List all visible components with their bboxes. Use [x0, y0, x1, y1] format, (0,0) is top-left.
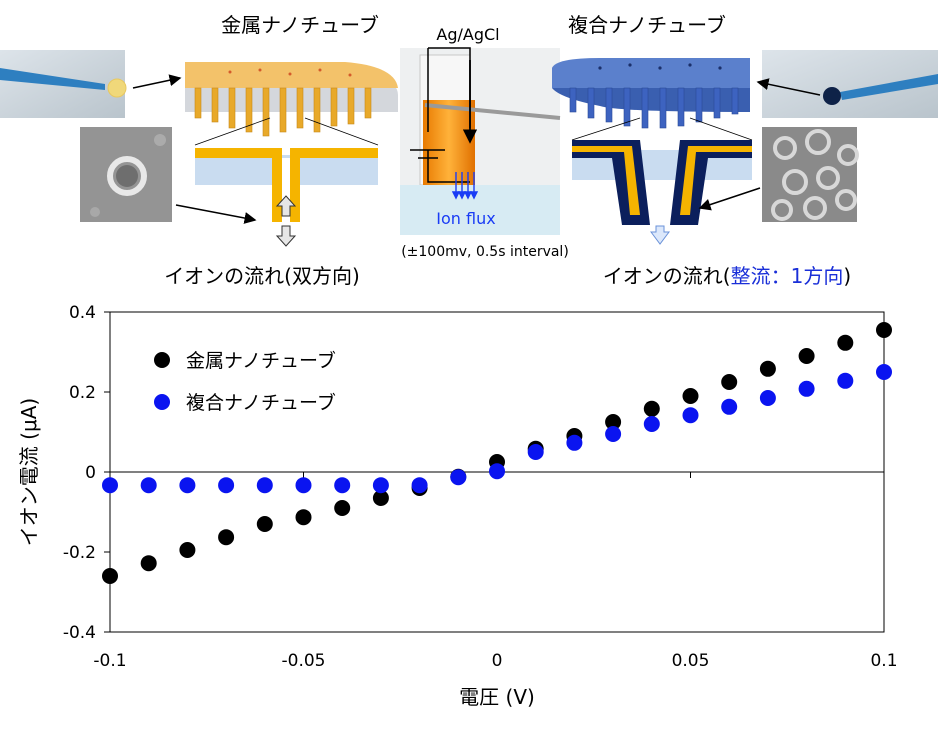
metal-sample-photo — [0, 50, 127, 118]
y-tick-label: 0 — [85, 463, 96, 483]
composite-point — [450, 469, 467, 486]
legend-label: 複合ナノチューブ — [186, 391, 336, 414]
metal-point — [218, 529, 235, 546]
arrow-sem-to-composite-pore — [698, 187, 761, 211]
composite-sem-image — [762, 127, 859, 222]
electrode-label: Ag/AgCl — [436, 25, 499, 44]
composite-point — [798, 380, 815, 397]
vial-photo — [400, 47, 561, 235]
data-points — [102, 322, 892, 584]
flow-bidirectional-caption: イオンの流れ(双方向) — [164, 264, 360, 288]
legend-marker — [154, 394, 170, 410]
y-tick-label: 0.2 — [69, 383, 96, 403]
composite-sample-photo — [762, 50, 938, 118]
composite-point — [140, 477, 157, 494]
x-tick-label: -0.05 — [282, 651, 326, 671]
composite-point — [605, 426, 622, 442]
ion-flux-label: Ion flux — [436, 209, 495, 228]
composite-point — [527, 444, 544, 460]
legend-label: 金属ナノチューブ — [186, 349, 336, 372]
x-tick-label: 0 — [492, 651, 503, 671]
composite-point — [489, 463, 505, 480]
metal-point — [798, 348, 815, 364]
metal-pore-cross-section — [194, 117, 379, 247]
composite-point — [218, 477, 235, 494]
metal-point — [256, 516, 273, 532]
metal-point — [682, 388, 699, 404]
flow-rectified-caption: イオンの流れ(整流：1方向) — [603, 264, 851, 288]
metal-sem-image — [80, 127, 172, 222]
schematic: 金属ナノチューブ Ag/AgCl Ion flux (±100mv, 0.5 — [0, 13, 938, 288]
y-tick-label: -0.4 — [63, 623, 96, 643]
legend-marker — [154, 352, 170, 368]
x-axis-ticks: -0.1 -0.05 0 0.05 0.1 — [93, 472, 898, 671]
metal-point — [140, 555, 157, 572]
composite-point — [295, 477, 312, 494]
metal-point — [837, 334, 854, 351]
metal-point — [295, 509, 312, 526]
composite-point — [256, 477, 273, 494]
composite-point — [334, 477, 351, 494]
composite-point — [837, 372, 854, 389]
composite-point — [759, 390, 776, 406]
x-axis-label: 電圧 (V) — [459, 685, 535, 709]
arrow-sem-to-pore — [175, 204, 257, 224]
composite-point — [179, 477, 196, 494]
metal-point — [876, 322, 892, 338]
composite-point — [721, 398, 738, 415]
x-tick-label: 0.1 — [870, 651, 897, 671]
flow-rect-suffix: ) — [843, 264, 851, 288]
composite-title: 複合ナノチューブ — [568, 13, 726, 37]
metal-point — [721, 374, 738, 390]
flow-rect-highlight: 整流：1方向 — [731, 264, 844, 288]
y-axis-label: イオン電流 (μA) — [17, 398, 41, 546]
x-tick-label: 0.05 — [672, 651, 710, 671]
composite-membrane-3d — [552, 58, 750, 129]
composite-point — [372, 477, 389, 494]
composite-pore-cross-section — [571, 117, 753, 245]
condition-label: (±100mv, 0.5s interval) — [401, 244, 569, 260]
metal-point — [372, 490, 389, 506]
composite-point — [411, 477, 428, 494]
metal-point — [102, 568, 118, 584]
metal-point — [643, 400, 660, 417]
metal-point — [179, 542, 196, 558]
composite-point — [566, 434, 583, 451]
composite-point — [643, 416, 660, 432]
metal-membrane-3d — [185, 62, 398, 137]
composite-point — [682, 407, 699, 424]
arrow-photo-to-metal-membrane — [132, 74, 182, 89]
y-axis-ticks: -0.4 -0.2 0 0.2 0.4 — [63, 303, 110, 643]
y-tick-label: -0.2 — [63, 543, 96, 563]
flow-rect-prefix: イオンの流れ( — [603, 264, 731, 288]
iv-chart: -0.1 -0.05 0 0.05 0.1 -0.4 -0.2 0 0.2 0.4 金属ナノチュ… — [17, 303, 898, 709]
metal-title: 金属ナノチューブ — [221, 13, 379, 37]
metal-point — [759, 360, 776, 377]
metal-point — [605, 414, 622, 430]
composite-point — [102, 477, 118, 494]
y-tick-label: 0.4 — [69, 303, 96, 323]
x-tick-label: -0.1 — [93, 651, 126, 671]
metal-point — [334, 500, 351, 516]
composite-point — [876, 364, 892, 380]
arrow-photo-to-composite-membrane — [756, 78, 821, 96]
